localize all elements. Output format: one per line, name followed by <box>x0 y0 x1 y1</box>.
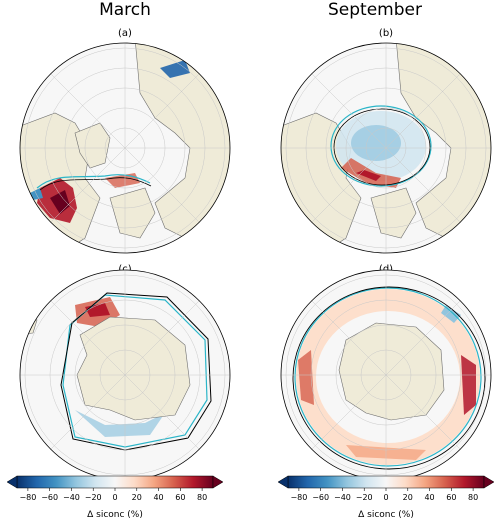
map-boundary <box>280 42 492 254</box>
column-title-march: March <box>99 0 151 20</box>
colorbar-extend-max <box>483 475 495 489</box>
colorbar-label-right: Δ siconc (%) <box>358 510 414 520</box>
colorbar-tick-label: −60 <box>312 493 329 502</box>
colorbar-tick-label: −60 <box>41 493 58 502</box>
colorbar-extend-min <box>277 475 289 489</box>
ice-edge-model <box>292 286 486 470</box>
colorbar-tick-label: −80 <box>290 493 307 502</box>
ice-edge-model <box>39 177 152 191</box>
meridians <box>20 43 230 253</box>
land-eurasia <box>134 43 230 244</box>
meridians <box>281 43 491 253</box>
anomaly-pacific <box>160 60 190 78</box>
colorbar-tick-label: 0 <box>383 493 388 502</box>
anomaly-east <box>461 355 476 415</box>
meridians <box>20 270 230 480</box>
panel-label-b: (b) <box>378 28 394 39</box>
colorbar-tick-label: 20 <box>132 493 142 502</box>
land-eurasia <box>395 43 491 244</box>
colorbar-extend-max <box>212 475 224 489</box>
ice-edge-model <box>333 108 431 186</box>
anomaly-blue-patch <box>441 305 461 323</box>
anomaly-ross <box>75 410 165 437</box>
colorbar-tick-label: −20 <box>85 493 102 502</box>
colorbar-tick-label: 40 <box>424 493 434 502</box>
colorbar-tick-label: −40 <box>334 493 351 502</box>
colorbar-tick-label: −80 <box>19 493 36 502</box>
anomaly-west <box>298 350 314 405</box>
map-panel-b <box>280 42 492 254</box>
column-title-september: September <box>328 0 422 20</box>
colorbar-tick-label: 0 <box>112 493 117 502</box>
colorbar-tick-label: 40 <box>153 493 163 502</box>
colorbar-gradient <box>287 475 485 489</box>
map-panel-d <box>280 269 492 481</box>
colorbar-tick-label: −20 <box>356 493 373 502</box>
anomaly-labrador-blue <box>30 188 43 200</box>
colorbar-tick-label: 20 <box>403 493 413 502</box>
land-europe <box>109 187 156 239</box>
colorbar-tick-label: 80 <box>197 493 207 502</box>
meridians <box>281 270 491 480</box>
land-antarctica <box>76 316 191 421</box>
anomaly-central-arctic-inner <box>351 125 401 161</box>
map-panel-a <box>19 42 231 254</box>
anomaly-siberian-core <box>356 170 381 181</box>
colorbar-tick-label: −40 <box>63 493 80 502</box>
colorbar-extend-min <box>6 475 18 489</box>
colorbar-gradient <box>16 475 214 489</box>
panel-label-d: (d) <box>378 264 394 275</box>
colorbar-label-left: Δ siconc (%) <box>87 510 143 520</box>
map-boundary <box>19 42 231 254</box>
ice-edge-model <box>60 292 212 451</box>
land-europe <box>370 187 417 239</box>
colorbar-tick-label: 60 <box>175 493 185 502</box>
map-panel-c <box>19 269 231 481</box>
colorbar-tick-label: 60 <box>446 493 456 502</box>
colorbar-tick-label: 80 <box>468 493 478 502</box>
panel-label-a: (a) <box>118 28 132 39</box>
panel-label-c: (c) <box>118 264 132 275</box>
ice-edge-obs <box>294 287 482 467</box>
ice-edge-obs <box>36 174 151 189</box>
colorbar-left: −80 −60 −40 −20 0 20 40 60 80 <box>6 475 224 502</box>
ice-edge-obs <box>62 294 208 448</box>
colorbar-right: −80 −60 −40 −20 0 20 40 60 80 <box>277 475 495 502</box>
ice-edge-obs <box>330 105 432 187</box>
